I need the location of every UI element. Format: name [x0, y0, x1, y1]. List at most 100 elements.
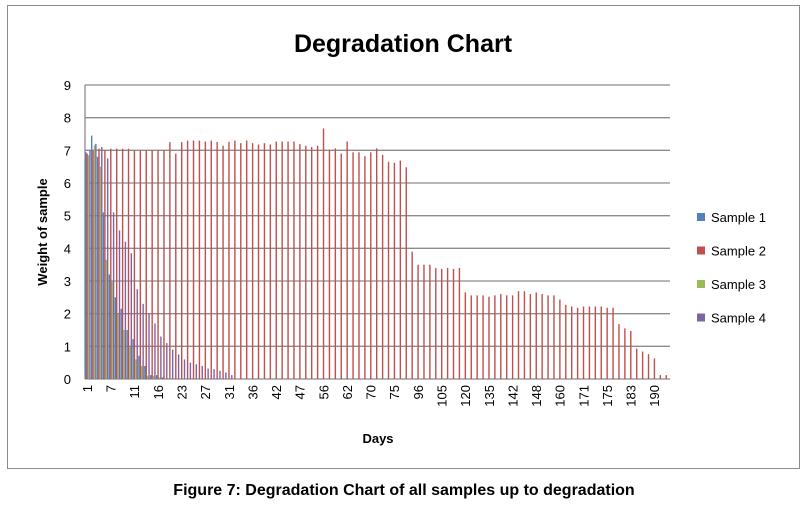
bar-sample-2	[576, 307, 579, 379]
y-tick-label: 5	[64, 209, 71, 224]
bar-sample-4	[142, 303, 144, 379]
bar-sample-1	[120, 308, 122, 379]
bar-sample-2	[381, 154, 384, 379]
bar-sample-4	[136, 289, 138, 379]
bar-sample-3	[123, 330, 125, 379]
bar-sample-2	[571, 306, 573, 379]
legend-swatch	[697, 213, 705, 221]
bar-sample-2	[636, 348, 638, 379]
bar-sample-2	[305, 145, 307, 379]
x-tick-label: 135	[482, 385, 497, 407]
bar-sample-2	[470, 295, 472, 379]
bar-sample-2	[547, 295, 549, 379]
bar-sample-2	[541, 294, 543, 379]
bar-sample-4	[118, 230, 121, 379]
bar-sample-2	[659, 375, 662, 379]
bar-sample-2	[346, 141, 348, 379]
bar-sample-2	[441, 268, 443, 379]
bar-sample-2	[293, 141, 295, 379]
y-tick-label: 7	[64, 143, 71, 158]
bar-sample-2	[535, 292, 537, 379]
bar-sample-2	[222, 145, 224, 379]
x-tick-label: 148	[529, 385, 544, 407]
y-axis-label: Weight of sample	[35, 178, 50, 285]
chart-title: Degradation Chart	[294, 30, 513, 58]
bar-sample-2	[606, 307, 608, 379]
bar-sample-2	[246, 140, 248, 379]
bar-sample-2	[151, 150, 153, 379]
bar-sample-2	[352, 152, 354, 379]
x-tick-label: 47	[293, 385, 308, 399]
bar-sample-1	[96, 156, 99, 379]
bar-sample-2	[393, 162, 396, 379]
legend-label: Sample 3	[711, 277, 766, 292]
x-tick-label: 190	[647, 385, 662, 407]
bar-sample-2	[500, 294, 502, 379]
bar-sample-2	[565, 304, 567, 379]
bar-sample-4	[101, 147, 103, 379]
bar-sample-2	[163, 150, 165, 379]
x-tick-label: 62	[340, 385, 355, 399]
bar-sample-4	[95, 143, 97, 379]
x-tick-label: 23	[175, 385, 190, 399]
bar-sample-2	[529, 294, 532, 379]
y-tick-label: 3	[64, 274, 71, 289]
bar-sample-2	[358, 152, 360, 379]
bar-sample-2	[322, 128, 325, 379]
bar-sample-2	[364, 156, 366, 379]
bar-sample-3	[152, 375, 155, 379]
legend-label: Sample 4	[711, 311, 766, 326]
bar-sample-2	[476, 295, 478, 379]
bar-sample-2	[494, 295, 496, 379]
bar-sample-1	[114, 297, 116, 379]
x-tick-label: 27	[198, 385, 213, 399]
bar-sample-4	[225, 372, 227, 379]
bar-sample-1	[161, 377, 164, 379]
x-tick-label: 171	[576, 385, 591, 407]
chart-frame	[7, 5, 800, 469]
bar-sample-2	[370, 152, 372, 379]
bar-sample-3	[111, 281, 113, 379]
bar-sample-2	[251, 143, 254, 379]
bar-sample-2	[210, 140, 212, 379]
bar-sample-3	[141, 365, 143, 379]
bar-sample-2	[216, 141, 218, 379]
bar-sample-2	[98, 148, 100, 379]
x-tick-label: 7	[104, 385, 119, 392]
bar-sample-2	[287, 141, 289, 379]
bar-sample-2	[458, 267, 461, 379]
x-tick-label: 16	[151, 385, 166, 399]
x-tick-label: 42	[269, 385, 284, 399]
legend-swatch	[697, 280, 705, 288]
bar-sample-3	[105, 259, 107, 379]
bar-sample-4	[231, 375, 233, 379]
bar-sample-4	[166, 343, 168, 379]
bar-sample-2	[399, 160, 402, 379]
bar-sample-2	[376, 148, 378, 379]
bar-sample-2	[157, 150, 159, 379]
y-tick-label: 4	[64, 241, 71, 256]
bar-sample-2	[204, 141, 207, 379]
bar-sample-2	[181, 142, 183, 379]
bar-sample-2	[588, 306, 591, 379]
bar-sample-2	[511, 295, 514, 379]
bar-sample-2	[429, 264, 431, 379]
x-tick-label: 160	[553, 385, 568, 407]
bar-sample-2	[145, 150, 147, 379]
bar-sample-2	[582, 306, 585, 379]
y-tick-label: 8	[64, 111, 71, 126]
y-tick-label: 0	[64, 372, 71, 387]
legend-label: Sample 1	[711, 210, 766, 225]
bar-sample-4	[213, 369, 215, 379]
bar-sample-2	[240, 143, 242, 379]
bar-sample-4	[148, 313, 150, 379]
bar-sample-4	[130, 253, 133, 379]
bar-sample-4	[177, 354, 180, 379]
bar-sample-1	[102, 212, 105, 379]
bar-sample-2	[647, 354, 650, 379]
bar-sample-3	[87, 155, 90, 379]
bar-sample-4	[89, 150, 91, 379]
bar-sample-3	[146, 375, 149, 379]
legend-label: Sample 2	[711, 244, 766, 259]
bar-sample-2	[612, 307, 614, 379]
